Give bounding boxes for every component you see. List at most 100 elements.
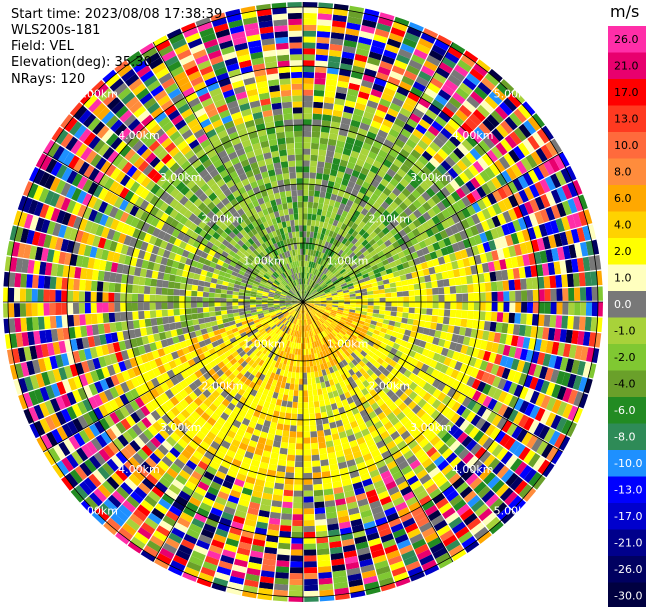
range-gate xyxy=(185,460,197,471)
range-gate xyxy=(173,458,186,470)
range-gate xyxy=(433,519,448,532)
range-gate xyxy=(75,338,84,350)
range-gate xyxy=(271,346,277,354)
range-gate xyxy=(561,274,569,288)
range-gate xyxy=(314,353,319,360)
range-gate xyxy=(374,246,382,254)
range-gate xyxy=(129,513,144,527)
range-gate xyxy=(602,269,603,285)
range-gate xyxy=(324,162,332,170)
range-gate xyxy=(285,304,292,307)
range-gate xyxy=(527,169,540,184)
range-gate xyxy=(442,316,450,325)
range-gate xyxy=(508,440,521,454)
range-gate xyxy=(406,231,416,240)
range-gate xyxy=(261,339,268,346)
range-gate xyxy=(507,323,515,335)
range-gate xyxy=(271,359,277,367)
range-gate xyxy=(160,403,170,414)
range-gate xyxy=(320,381,326,389)
range-gate xyxy=(312,119,322,126)
range-gate xyxy=(268,293,275,296)
range-gate xyxy=(292,336,296,343)
range-gate xyxy=(311,377,316,385)
range-gate xyxy=(95,247,104,260)
range-gate xyxy=(503,291,510,302)
range-gate xyxy=(236,380,244,388)
range-gate xyxy=(364,581,380,591)
range-gate xyxy=(494,353,503,365)
range-gate xyxy=(110,472,124,486)
range-gate xyxy=(314,303,321,306)
range-gate xyxy=(303,142,311,149)
range-gate xyxy=(375,276,383,282)
range-gate xyxy=(299,360,303,367)
range-gate xyxy=(378,222,386,231)
range-gate xyxy=(287,321,292,328)
range-gate xyxy=(329,127,340,135)
range-gate xyxy=(445,539,461,552)
range-gate xyxy=(338,202,346,211)
range-gate xyxy=(432,287,439,295)
range-gate xyxy=(329,332,335,339)
range-gate xyxy=(373,298,380,302)
range-gate xyxy=(357,334,365,341)
range-gate xyxy=(291,303,298,306)
range-gate xyxy=(303,496,314,503)
range-gate xyxy=(200,476,212,486)
range-gate xyxy=(500,170,512,184)
range-gate xyxy=(578,210,588,226)
range-gate xyxy=(154,357,163,367)
range-gate xyxy=(421,191,431,202)
range-gate xyxy=(489,321,497,332)
range-gate xyxy=(418,388,428,398)
range-gate xyxy=(487,386,497,398)
range-gate xyxy=(185,284,193,291)
range-gate xyxy=(258,509,270,518)
range-gate xyxy=(209,311,216,317)
range-gate xyxy=(286,377,291,384)
range-gate xyxy=(526,313,533,326)
range-gate xyxy=(347,316,354,321)
range-gate xyxy=(189,401,199,411)
range-gate xyxy=(308,298,315,301)
range-gate xyxy=(217,361,226,369)
range-gate xyxy=(219,517,232,527)
range-gate xyxy=(426,406,436,416)
range-gate xyxy=(219,485,232,495)
range-gate xyxy=(210,412,220,422)
range-gate xyxy=(39,261,47,275)
range-gate xyxy=(437,392,447,402)
range-gate xyxy=(397,480,410,491)
range-gate xyxy=(222,318,229,324)
range-gate xyxy=(209,360,218,368)
range-gate xyxy=(431,44,447,57)
range-gate xyxy=(43,303,50,316)
range-gate xyxy=(521,431,533,446)
range-gate xyxy=(263,341,270,348)
range-gate xyxy=(14,363,24,379)
range-gate xyxy=(410,358,419,367)
range-gate xyxy=(512,324,521,336)
range-gate xyxy=(365,211,374,220)
range-gate xyxy=(255,297,262,300)
range-gate xyxy=(232,515,245,525)
range-gate xyxy=(156,417,168,429)
range-gate xyxy=(457,335,465,345)
range-gate xyxy=(391,266,399,273)
range-gate xyxy=(185,308,192,315)
range-gate xyxy=(138,432,150,445)
range-gate xyxy=(303,378,308,385)
range-gate xyxy=(188,523,203,534)
range-gate xyxy=(418,320,426,328)
range-gate xyxy=(441,448,454,460)
range-gate xyxy=(502,344,511,357)
range-gate xyxy=(289,316,294,322)
range-gate xyxy=(239,423,248,432)
range-gate xyxy=(291,300,298,302)
range-gate xyxy=(291,317,295,323)
range-gate xyxy=(330,312,336,317)
range-gate xyxy=(412,128,424,140)
range-gate xyxy=(456,293,463,302)
range-gate xyxy=(315,513,326,520)
